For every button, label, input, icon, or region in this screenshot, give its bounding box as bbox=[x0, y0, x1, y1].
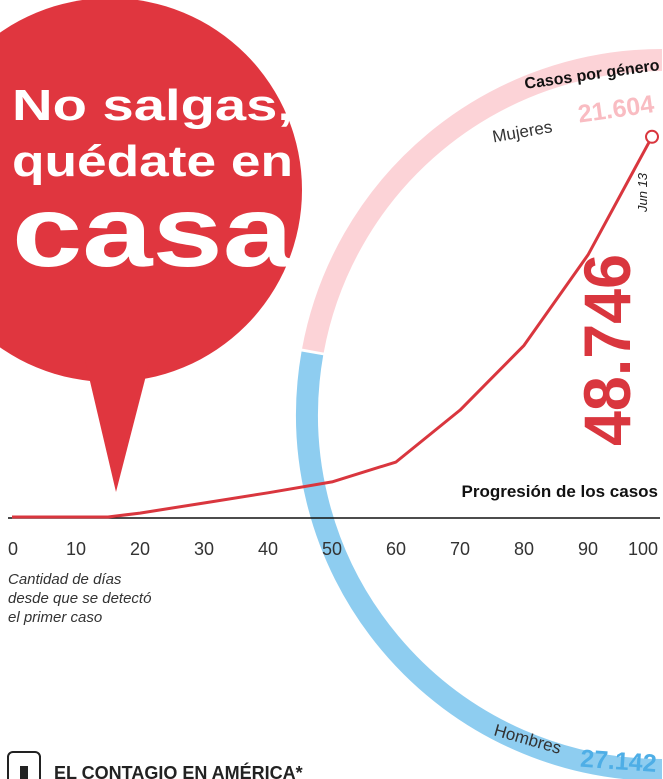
series-line bbox=[12, 136, 654, 519]
x-tick-label: 90 bbox=[578, 539, 598, 559]
chart-title: Progresión de los casos bbox=[461, 482, 658, 501]
value-label: 21.604 bbox=[576, 90, 656, 128]
x-tick-label: 0 bbox=[8, 539, 18, 559]
bubble-tail bbox=[85, 360, 150, 492]
x-tick-label: 10 bbox=[66, 539, 86, 559]
date-annotation: Jun 13 bbox=[635, 172, 650, 213]
arc-segment bbox=[296, 351, 663, 779]
x-tick-label: 80 bbox=[514, 539, 534, 559]
x-axis-label: desde que se detectó bbox=[8, 590, 151, 607]
banner-line: casa bbox=[12, 176, 295, 288]
x-tick-label: 60 bbox=[386, 539, 406, 559]
value-label: 27.142 bbox=[579, 745, 657, 778]
banner-line: No salgas, bbox=[12, 81, 293, 130]
footer-icon-mark bbox=[20, 766, 28, 779]
footer-icon bbox=[7, 751, 41, 779]
x-tick-label: 100 bbox=[628, 539, 658, 559]
footer: EL CONTAGIO EN AMÉRICA* bbox=[7, 751, 303, 779]
end-point bbox=[645, 129, 659, 144]
footer-title: EL CONTAGIO EN AMÉRICA* bbox=[54, 762, 303, 779]
total-label: 48.746 bbox=[570, 254, 644, 446]
x-tick-label: 20 bbox=[130, 539, 150, 559]
arc-segment bbox=[302, 49, 663, 353]
speech-bubble: No salgas, quédate en casa bbox=[0, 0, 302, 492]
bubble-circle bbox=[0, 0, 302, 382]
x-axis-label: Cantidad de días bbox=[8, 571, 122, 588]
banner-line: quédate en bbox=[12, 137, 293, 186]
x-tick-label: 50 bbox=[322, 539, 342, 559]
x-axis-label: el primer caso bbox=[8, 609, 102, 626]
x-tick-label: 70 bbox=[450, 539, 470, 559]
x-tick-label: 30 bbox=[194, 539, 214, 559]
category-label: Mujeres bbox=[491, 117, 554, 146]
x-tick-label: 40 bbox=[258, 539, 278, 559]
